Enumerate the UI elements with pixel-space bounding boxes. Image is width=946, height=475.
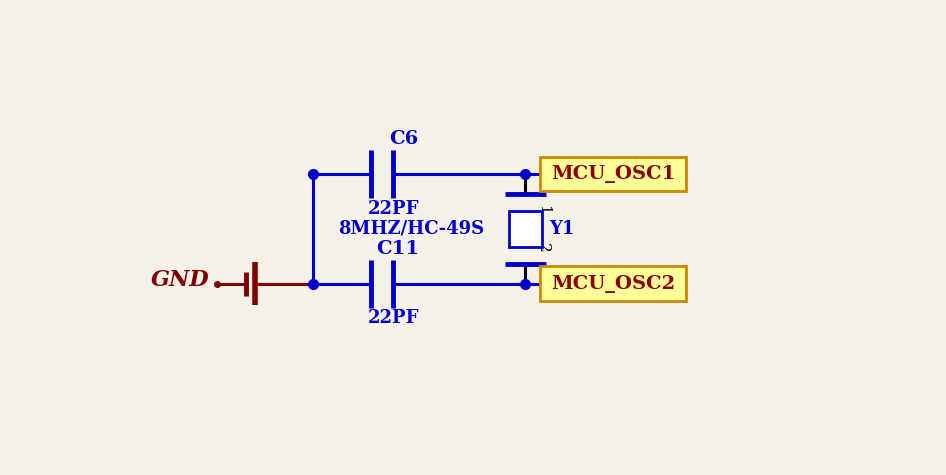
FancyBboxPatch shape — [540, 157, 687, 191]
Text: MCU_OSC2: MCU_OSC2 — [552, 275, 675, 293]
Text: Y1: Y1 — [549, 220, 574, 238]
Text: C6: C6 — [390, 131, 419, 148]
Text: C11: C11 — [376, 240, 419, 258]
Text: 22PF: 22PF — [367, 200, 419, 218]
Text: 1: 1 — [536, 205, 551, 215]
Text: 8MHZ/HC-49S: 8MHZ/HC-49S — [339, 220, 484, 238]
Text: 22PF: 22PF — [367, 309, 419, 327]
Text: 2: 2 — [536, 243, 551, 253]
FancyBboxPatch shape — [540, 266, 687, 301]
Text: GND: GND — [151, 269, 210, 291]
Text: MCU_OSC1: MCU_OSC1 — [551, 165, 675, 183]
FancyBboxPatch shape — [509, 210, 542, 247]
